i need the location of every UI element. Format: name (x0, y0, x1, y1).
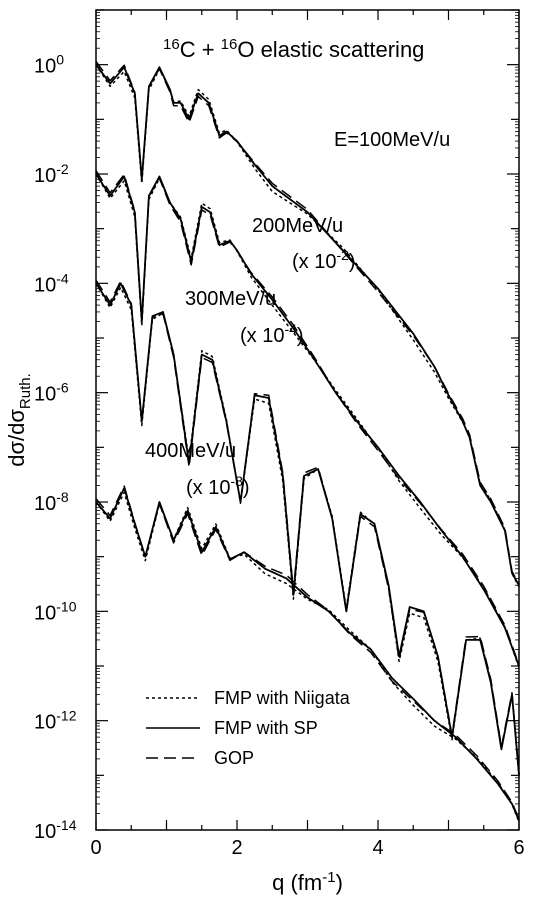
y-tick-label: 10-8 (34, 489, 69, 515)
y-tick-label: 10-4 (34, 270, 69, 296)
series-line-niigata-2 (95, 173, 520, 668)
series-line-sp-2 (95, 173, 520, 667)
energy-label: 200MeV/u (252, 215, 343, 237)
y-tick-label: 10-6 (34, 380, 69, 406)
y-tick-label: 10-12 (34, 708, 77, 734)
x-tick-label: 0 (90, 837, 101, 859)
scale-label: (x 10-8) (186, 473, 250, 499)
plot-axes: 0 2 4 6 10-14 10-12 10-10 10-8 10-6 10-4 10-2 100 q … (4, 9, 525, 895)
series-line-niigata-4 (95, 491, 520, 823)
legend-label: FMP with Niigata (214, 688, 351, 708)
series-line-gop-1 (95, 60, 520, 585)
x-tick-label: 2 (231, 837, 242, 859)
energy-label: E=100MeV/u (334, 129, 450, 151)
y-tick-label: 10-10 (34, 598, 77, 624)
legend-label: FMP with SP (214, 718, 318, 738)
plot-annotations: 16C + 16O elastic scattering E=100MeV/u 20… (145, 36, 450, 500)
legend-label: GOP (214, 748, 254, 768)
plot-curves (95, 60, 520, 823)
x-axis-label: q (fm-1) (272, 869, 343, 895)
series-line-gop-4 (95, 485, 520, 820)
series-line-gop-2 (95, 170, 520, 666)
y-tick-label: 10-14 (34, 817, 77, 843)
energy-label: 400MeV/u (145, 440, 236, 462)
series-line-sp-4 (95, 487, 520, 821)
scale-label: (x 10-4) (240, 321, 304, 347)
y-tick-label: 100 (34, 52, 64, 78)
energy-label: 300MeV/u (185, 288, 276, 310)
legend: FMP with Niigata FMP with SP GOP (146, 688, 351, 768)
series-line-niigata-1 (95, 64, 520, 588)
y-axis-label: dσ/dσRuth. (4, 373, 34, 467)
series-line-gop-3 (95, 279, 520, 775)
chart-title: 16C + 16O elastic scattering (163, 36, 424, 63)
scale-label: (x 10-2) (292, 247, 356, 273)
x-tick-label: 6 (513, 837, 524, 859)
y-tick-label: 10-2 (34, 161, 69, 187)
series-line-sp-1 (95, 64, 520, 586)
x-tick-label: 4 (372, 837, 383, 859)
